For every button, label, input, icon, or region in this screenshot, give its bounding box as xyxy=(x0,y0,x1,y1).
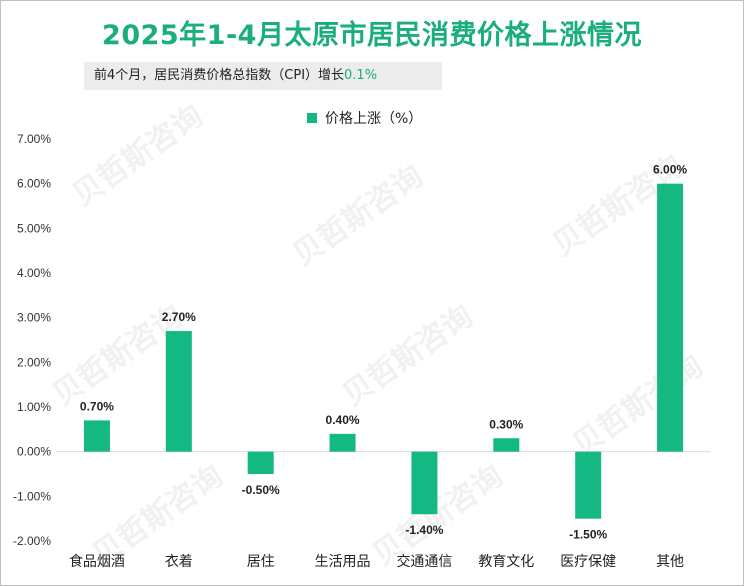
data-label: 0.30% xyxy=(489,417,523,431)
y-tick-label: -2.00% xyxy=(13,534,51,548)
y-tick-label: 3.00% xyxy=(17,311,51,325)
y-tick-label: 4.00% xyxy=(17,266,51,280)
x-tick-label: 医疗保健 xyxy=(560,554,616,570)
bar xyxy=(165,331,192,452)
x-tick-label: 交通通信 xyxy=(396,553,452,570)
y-tick-label: 6.00% xyxy=(17,177,51,191)
bar xyxy=(83,420,110,452)
x-tick-label: 其他 xyxy=(656,554,684,570)
y-tick-label: 1.00% xyxy=(17,400,51,414)
x-tick-label: 食品烟酒 xyxy=(69,553,125,570)
subtitle-text: 前4个月，居民消费价格总指数（CPI）增长 xyxy=(94,68,345,83)
bar xyxy=(493,438,520,452)
bar xyxy=(329,433,356,452)
legend: 价格上涨（%） xyxy=(307,108,422,128)
x-tick-label: 衣着 xyxy=(165,554,193,570)
legend-swatch xyxy=(307,113,317,123)
data-label: 6.00% xyxy=(653,163,687,177)
bar xyxy=(411,451,438,515)
data-label: -0.50% xyxy=(242,483,280,497)
subtitle-box: 前4个月，居民消费价格总指数（CPI）增长0.1% xyxy=(84,62,442,90)
data-label: -1.50% xyxy=(569,528,607,542)
y-tick-label: 5.00% xyxy=(17,221,51,235)
data-label: -1.40% xyxy=(405,523,443,537)
y-tick-label: -1.00% xyxy=(13,489,51,503)
x-tick-label: 教育文化 xyxy=(478,554,534,570)
subtitle-highlight: 0.1% xyxy=(344,68,378,83)
bar xyxy=(575,451,602,519)
x-tick-label: 生活用品 xyxy=(315,554,371,570)
data-label: 0.40% xyxy=(326,413,360,427)
chart-title: 2025年1-4月太原市居民消费价格上涨情况 xyxy=(102,20,642,51)
data-label: 2.70% xyxy=(162,310,196,324)
legend-label: 价格上涨（%） xyxy=(325,111,423,127)
data-label: 0.70% xyxy=(80,399,114,413)
bar xyxy=(247,451,274,474)
bar xyxy=(657,183,684,452)
x-tick-label: 居住 xyxy=(247,554,275,570)
y-tick-label: 2.00% xyxy=(17,355,51,369)
y-tick-label: 7.00% xyxy=(17,132,51,146)
y-tick-label: 0.00% xyxy=(17,445,51,459)
